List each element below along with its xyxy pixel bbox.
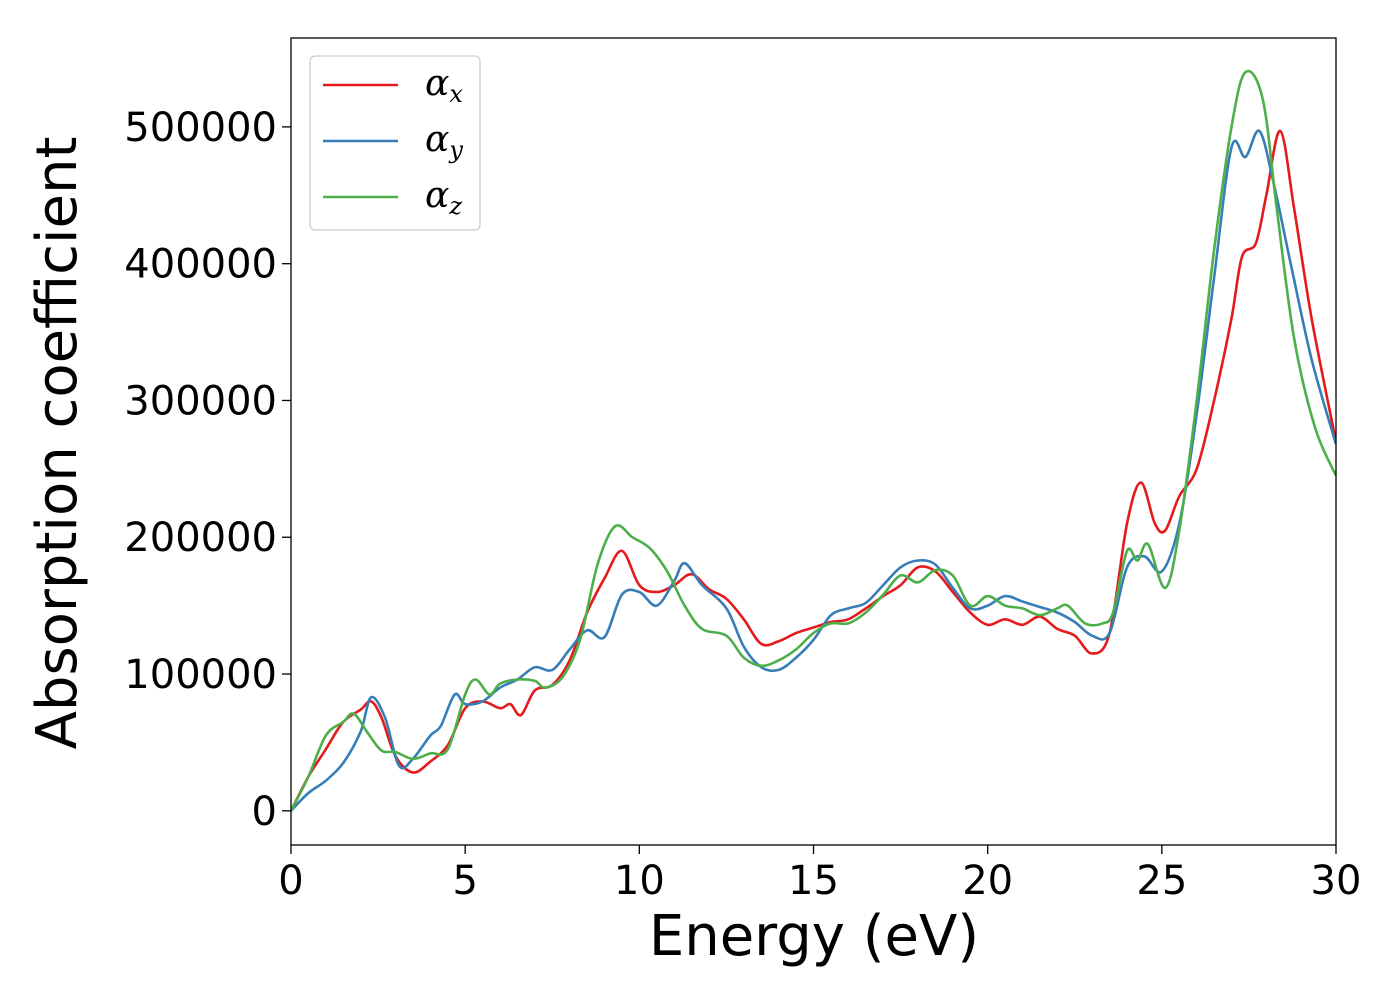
legend: αx αy αz [309,55,481,231]
x-tick-label: 0 [278,858,303,904]
series-line-z [291,69,1336,812]
x-tick-label: 15 [788,858,839,904]
x-tick-label: 30 [1311,858,1362,904]
x-tick-label: 25 [1136,858,1187,904]
x-tick-label: 5 [452,858,477,904]
legend-label-y: αy [425,119,463,164]
y-tick-label: 400000 [124,242,277,288]
x-axis-label: Energy (eV) [649,904,979,969]
x-tick-label: 20 [962,858,1013,904]
plot-lines [291,69,1336,812]
y-axis-label: Absorption coefficient [25,137,90,750]
legend-label-x: αx [425,63,463,108]
y-tick-label: 100000 [124,652,277,698]
y-tick-label: 200000 [124,515,277,561]
legend-box [309,55,481,231]
y-tick-label: 0 [252,789,277,835]
y-tick-label: 500000 [124,105,277,151]
y-tick-label: 300000 [124,378,277,424]
x-tick-label: 10 [614,858,665,904]
series-line-y [291,129,1336,812]
x-axis-ticks: 0 5 10 15 20 25 30 [278,845,1361,904]
y-axis-ticks: 0 100000 200000 300000 400000 500000 [124,105,291,835]
legend-label-z: αz [425,175,462,220]
